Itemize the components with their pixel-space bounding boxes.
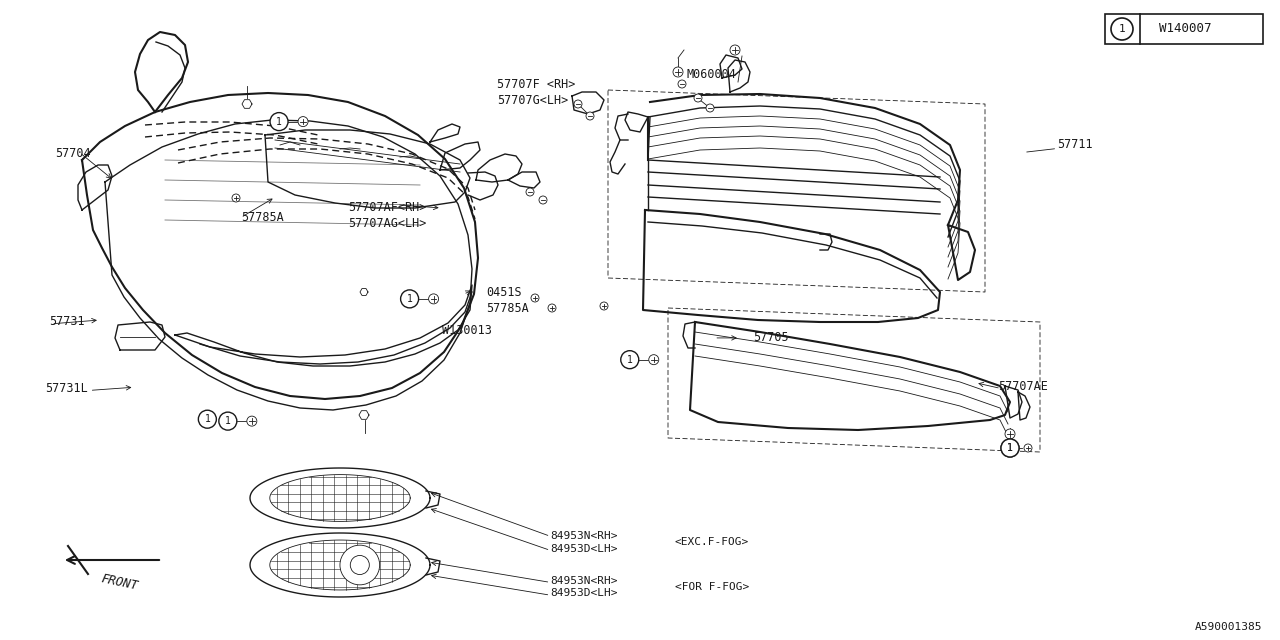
Circle shape xyxy=(232,194,241,202)
Text: 84953D<LH>: 84953D<LH> xyxy=(550,589,618,598)
Circle shape xyxy=(1005,429,1015,439)
Text: 57707F <RH>: 57707F <RH> xyxy=(497,78,575,92)
Text: 57707AG<LH>: 57707AG<LH> xyxy=(348,217,426,230)
Text: W140007: W140007 xyxy=(1158,22,1211,35)
Text: 1: 1 xyxy=(1007,443,1012,453)
Circle shape xyxy=(673,67,684,77)
Text: W130013: W130013 xyxy=(442,324,492,337)
Polygon shape xyxy=(242,100,252,108)
Circle shape xyxy=(548,304,556,312)
Text: 57707AE: 57707AE xyxy=(998,380,1048,394)
Circle shape xyxy=(621,351,639,369)
Text: 84953D<LH>: 84953D<LH> xyxy=(550,544,618,554)
Circle shape xyxy=(694,94,701,102)
Polygon shape xyxy=(360,289,369,296)
Circle shape xyxy=(600,302,608,310)
Circle shape xyxy=(1024,444,1032,452)
Text: 1: 1 xyxy=(627,355,632,365)
Circle shape xyxy=(340,545,380,585)
Text: FRONT: FRONT xyxy=(100,572,140,593)
Text: 57707G<LH>: 57707G<LH> xyxy=(497,93,568,107)
Polygon shape xyxy=(358,411,369,419)
Text: 0451S: 0451S xyxy=(486,286,522,300)
Text: 84953N<RH>: 84953N<RH> xyxy=(550,531,618,541)
Text: 57731: 57731 xyxy=(49,315,84,328)
Circle shape xyxy=(707,104,714,112)
Circle shape xyxy=(526,188,534,196)
Polygon shape xyxy=(250,468,430,528)
Circle shape xyxy=(198,410,216,428)
Text: 1: 1 xyxy=(1119,24,1125,34)
Text: 57711: 57711 xyxy=(1057,138,1093,152)
Text: 57705: 57705 xyxy=(753,331,788,344)
Text: 57785A: 57785A xyxy=(486,302,529,316)
Circle shape xyxy=(649,355,659,365)
Text: 1: 1 xyxy=(407,294,412,304)
Circle shape xyxy=(573,100,582,108)
Circle shape xyxy=(531,294,539,302)
Text: 57785A: 57785A xyxy=(241,211,283,224)
Text: 84953N<RH>: 84953N<RH> xyxy=(550,576,618,586)
Text: 1: 1 xyxy=(205,414,210,424)
Circle shape xyxy=(247,416,257,426)
Text: <FOR F-FOG>: <FOR F-FOG> xyxy=(675,582,749,592)
Text: A590001385: A590001385 xyxy=(1194,622,1262,632)
Text: 57707AF<RH>: 57707AF<RH> xyxy=(348,201,426,214)
Text: 1: 1 xyxy=(276,116,282,127)
Circle shape xyxy=(401,290,419,308)
Text: M060004: M060004 xyxy=(686,68,736,81)
Text: 1: 1 xyxy=(1007,443,1012,453)
Circle shape xyxy=(219,412,237,430)
Circle shape xyxy=(429,294,439,304)
Circle shape xyxy=(298,116,308,127)
Text: 1: 1 xyxy=(225,416,230,426)
Text: 57731L: 57731L xyxy=(45,381,87,395)
Polygon shape xyxy=(250,533,430,597)
Circle shape xyxy=(586,112,594,120)
Text: <EXC.F-FOG>: <EXC.F-FOG> xyxy=(675,538,749,547)
Text: 57704: 57704 xyxy=(55,147,91,160)
Circle shape xyxy=(1001,439,1019,457)
Bar xyxy=(1105,14,1263,44)
Circle shape xyxy=(678,80,686,88)
Circle shape xyxy=(270,113,288,131)
Circle shape xyxy=(539,196,547,204)
Circle shape xyxy=(730,45,740,55)
Circle shape xyxy=(1001,439,1019,457)
